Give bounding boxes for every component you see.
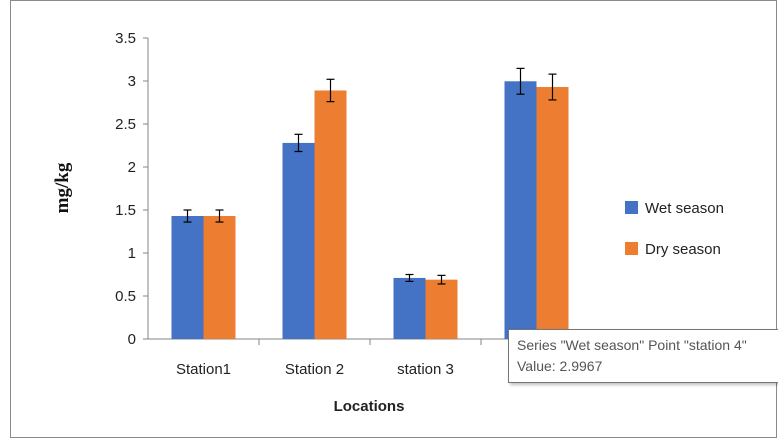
y-tick-label: 3.5 — [115, 30, 136, 47]
hover-tooltip: Series "Wet season" Point "station 4" Va… — [508, 329, 778, 383]
x-tick-label: Station1 — [176, 361, 231, 378]
bars[interactable] — [171, 81, 569, 340]
y-tick-label: 0 — [128, 331, 136, 348]
y-axis-title: mg/kg — [52, 162, 73, 213]
y-tick-label: 1.5 — [115, 202, 136, 219]
bar-wet-season[interactable] — [504, 81, 537, 339]
bar-dry-season[interactable] — [536, 87, 569, 340]
y-tick-label: 3 — [128, 73, 136, 90]
y-tick-label: 2 — [128, 159, 136, 176]
legend[interactable]: Wet season Dry season — [625, 200, 724, 258]
bar-dry-season[interactable] — [314, 90, 347, 340]
legend-label: Wet season — [645, 200, 724, 217]
bar-wet-season[interactable] — [171, 216, 204, 339]
legend-swatch-wet-season — [625, 201, 638, 214]
bar-dry-season[interactable] — [425, 279, 458, 339]
legend-swatch-dry-season — [625, 242, 638, 255]
x-axis-title: Locations — [334, 398, 405, 415]
y-tick-label: 2.5 — [115, 116, 136, 133]
bar-wet-season[interactable] — [282, 142, 315, 339]
y-tick-label: 1 — [128, 245, 136, 262]
tooltip-value-line: Value: 2.9967 — [517, 358, 603, 374]
bar-wet-season[interactable] — [393, 277, 426, 339]
y-ticks: 0 0.5 1 1.5 2 2.5 3 3.5 — [115, 30, 148, 348]
y-tick-label: 0.5 — [115, 288, 136, 305]
x-tick-label: station 3 — [397, 361, 454, 378]
legend-label: Dry season — [645, 241, 721, 258]
tooltip-series-line: Series "Wet season" Point "station 4" — [517, 337, 747, 353]
error-bars — [183, 67, 557, 285]
x-tick-label: Station 2 — [285, 361, 344, 378]
bar-dry-season[interactable] — [203, 216, 236, 339]
